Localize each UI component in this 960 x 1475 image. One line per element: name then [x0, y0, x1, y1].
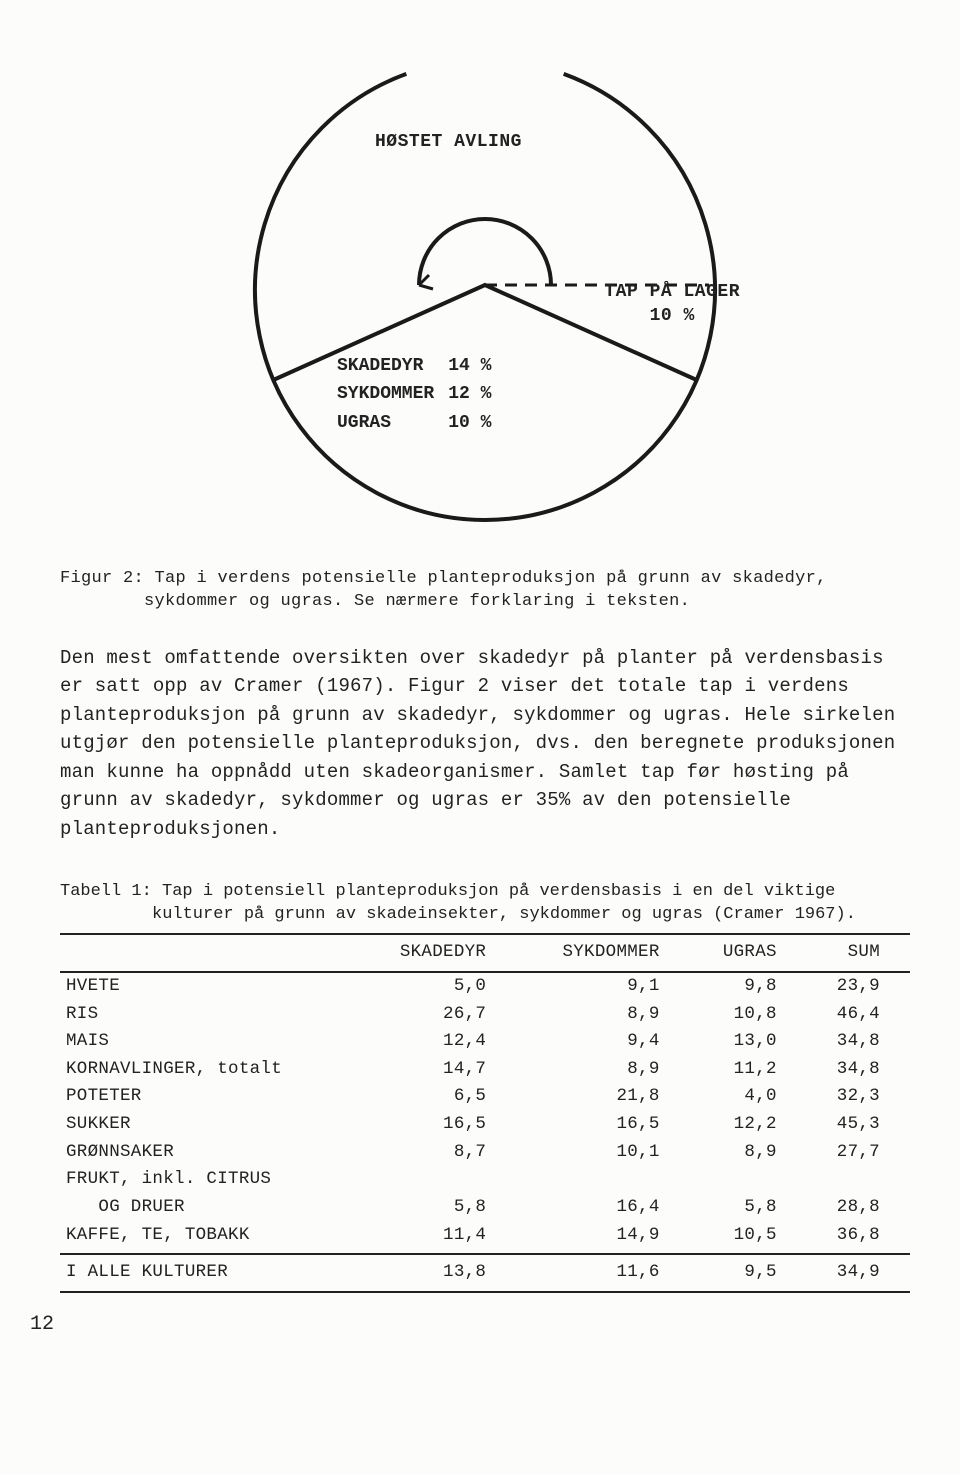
tap-lager-label: TAP PÅ LAGER 10 %: [604, 280, 740, 329]
table-row: RIS26,78,910,846,4: [60, 1001, 910, 1029]
page-number: 12: [30, 1311, 910, 1338]
pie-title: HØSTET AVLING: [375, 130, 522, 154]
table-row: SUKKER16,516,512,245,3: [60, 1111, 910, 1139]
table-row: POTETER6,521,84,032,3: [60, 1083, 910, 1111]
data-table: SKADEDYR SYKDOMMER UGRAS SUM HVETE5,09,1…: [60, 933, 910, 1293]
table-row: GRØNNSAKER8,710,18,927,7: [60, 1139, 910, 1167]
table-row: HVETE5,09,19,823,9: [60, 972, 910, 1001]
figure-caption: Figur 2: Tap i verdens potensielle plant…: [60, 568, 910, 614]
table-caption: Tabell 1: Tap i potensiell planteproduks…: [60, 881, 910, 927]
figure-2: HØSTET AVLING TAP PÅ LAGER 10 % SKADEDYR…: [195, 40, 775, 540]
body-paragraph: Den mest omfattende oversikten over skad…: [60, 644, 910, 844]
table-row: FRUKT, inkl. CITRUS: [60, 1166, 910, 1194]
losses-list: SKADEDYR14 % SYKDOMMER12 % UGRAS10 %: [335, 352, 505, 439]
table-row: OG DRUER5,816,45,828,8: [60, 1194, 910, 1222]
table-row: KORNAVLINGER, totalt14,78,911,234,8: [60, 1056, 910, 1084]
table-row: MAIS12,49,413,034,8: [60, 1028, 910, 1056]
table-row: KAFFE, TE, TOBAKK11,414,910,536,8: [60, 1222, 910, 1255]
table-header-row: SKADEDYR SYKDOMMER UGRAS SUM: [60, 934, 910, 972]
table-total-row: I ALLE KULTURER13,811,69,534,9: [60, 1254, 910, 1292]
